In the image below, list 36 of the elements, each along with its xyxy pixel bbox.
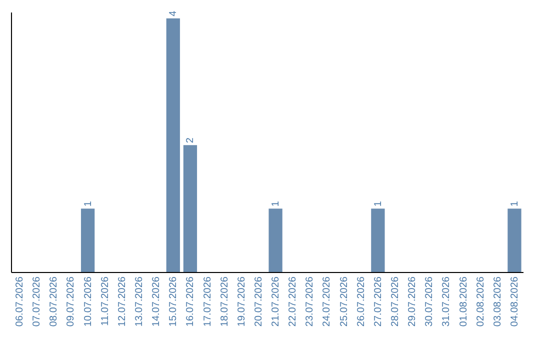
data-label: 1 (270, 200, 282, 207)
x-tick-label: 13.07.2026 (134, 276, 145, 327)
x-tick-label: 07.07.2026 (32, 276, 43, 327)
x-tick-label: 19.07.2026 (236, 276, 248, 327)
x-tick-label: 25.07.2026 (338, 276, 350, 327)
x-tick-label: 12.07.2026 (116, 276, 128, 327)
x-tick-label: 20.07.2026 (253, 276, 264, 327)
data-label: 1 (509, 200, 520, 207)
x-tick-label: 06.07.2026 (14, 276, 26, 327)
x-tick-label: 17.07.2026 (202, 276, 214, 327)
x-tick-label: 28.07.2026 (390, 276, 401, 327)
x-tick-label: 04.08.2026 (509, 276, 520, 327)
x-tick-label: 03.08.2026 (492, 276, 504, 327)
x-tick-label: 22.07.2026 (288, 276, 299, 327)
data-label: 2 (185, 137, 196, 144)
x-tick-label: 10.07.2026 (82, 276, 94, 327)
x-tick-label: 23.07.2026 (304, 276, 316, 327)
x-tick-label: 24.07.2026 (322, 276, 333, 327)
x-tick-label: 21.07.2026 (270, 276, 282, 327)
x-tick-label: 18.07.2026 (219, 276, 230, 327)
x-tick-label: 29.07.2026 (407, 276, 418, 327)
x-tick-label: 31.07.2026 (441, 276, 452, 327)
x-tick-label: 15.07.2026 (168, 276, 180, 327)
x-tick-label: 08.07.2026 (48, 276, 60, 327)
x-tick-label: 30.07.2026 (424, 276, 436, 327)
data-label: 4 (168, 10, 180, 16)
x-tick-label: 01.08.2026 (458, 276, 470, 327)
data-label: 1 (82, 200, 94, 207)
x-tick-label: 14.07.2026 (151, 276, 162, 327)
x-tick-label: 27.07.2026 (372, 276, 384, 327)
x-tick-label: 02.08.2026 (475, 276, 486, 327)
x-tick-label: 26.07.2026 (356, 276, 367, 327)
x-tick-label: 11.07.2026 (100, 276, 111, 326)
data-label: 1 (372, 200, 384, 207)
x-tick-label: 16.07.2026 (185, 276, 196, 327)
x-tick-label: 09.07.2026 (66, 276, 77, 327)
